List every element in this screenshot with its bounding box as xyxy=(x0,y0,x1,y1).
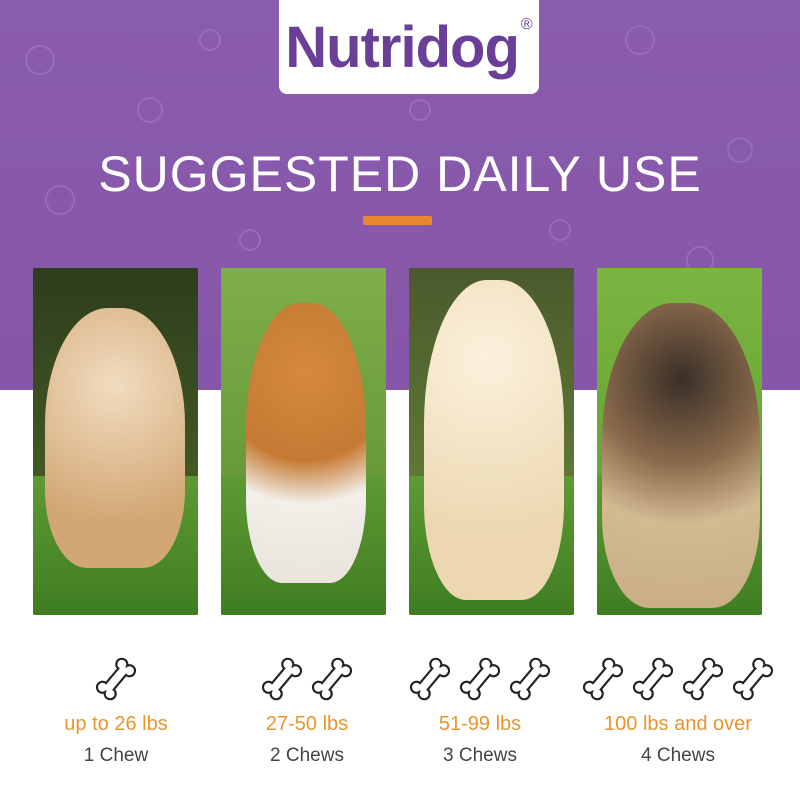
weight-range: up to 26 lbs xyxy=(64,713,168,735)
dose-tier: 100 lbs and over 4 Chews xyxy=(578,655,778,767)
bone-icon xyxy=(509,657,551,701)
bone-icon xyxy=(582,657,624,701)
chew-count: 2 Chews xyxy=(270,745,344,766)
title-underline xyxy=(363,216,432,225)
bone-icon xyxy=(459,657,501,701)
bone-icon xyxy=(632,657,674,701)
bone-icons xyxy=(380,655,580,707)
photo-small-puppy xyxy=(33,268,198,615)
photo-mastiff xyxy=(597,268,762,615)
weight-range: 100 lbs and over xyxy=(604,713,752,735)
weight-range: 27-50 lbs xyxy=(265,713,349,735)
dose-tier: up to 26 lbs 1 Chew xyxy=(16,655,216,767)
dose-tier: 27-50 lbs 2 Chews xyxy=(207,655,407,767)
bone-icon xyxy=(409,657,451,701)
photo-golden-retriever xyxy=(409,268,574,615)
registered-mark: ® xyxy=(520,16,533,33)
bone-icon xyxy=(261,657,303,701)
chew-count: 3 Chews xyxy=(443,745,517,766)
brand-name: Nutridog xyxy=(285,14,520,80)
bone-icons xyxy=(207,655,407,707)
chew-count: 1 Chew xyxy=(83,745,149,766)
bone-icon xyxy=(682,657,724,701)
bone-icon xyxy=(311,657,353,701)
weight-range: 51-99 lbs xyxy=(438,713,522,735)
chew-count: 4 Chews xyxy=(641,745,715,766)
page-title: SUGGESTED DAILY USE xyxy=(98,146,702,202)
bone-icons xyxy=(16,655,216,707)
bone-icons xyxy=(578,655,778,707)
bone-icon xyxy=(732,657,774,701)
photo-beagle xyxy=(221,268,386,615)
bone-icon xyxy=(95,657,137,701)
brand-logo: Nutridog ® xyxy=(279,0,539,94)
dose-tier: 51-99 lbs 3 Chews xyxy=(380,655,580,767)
